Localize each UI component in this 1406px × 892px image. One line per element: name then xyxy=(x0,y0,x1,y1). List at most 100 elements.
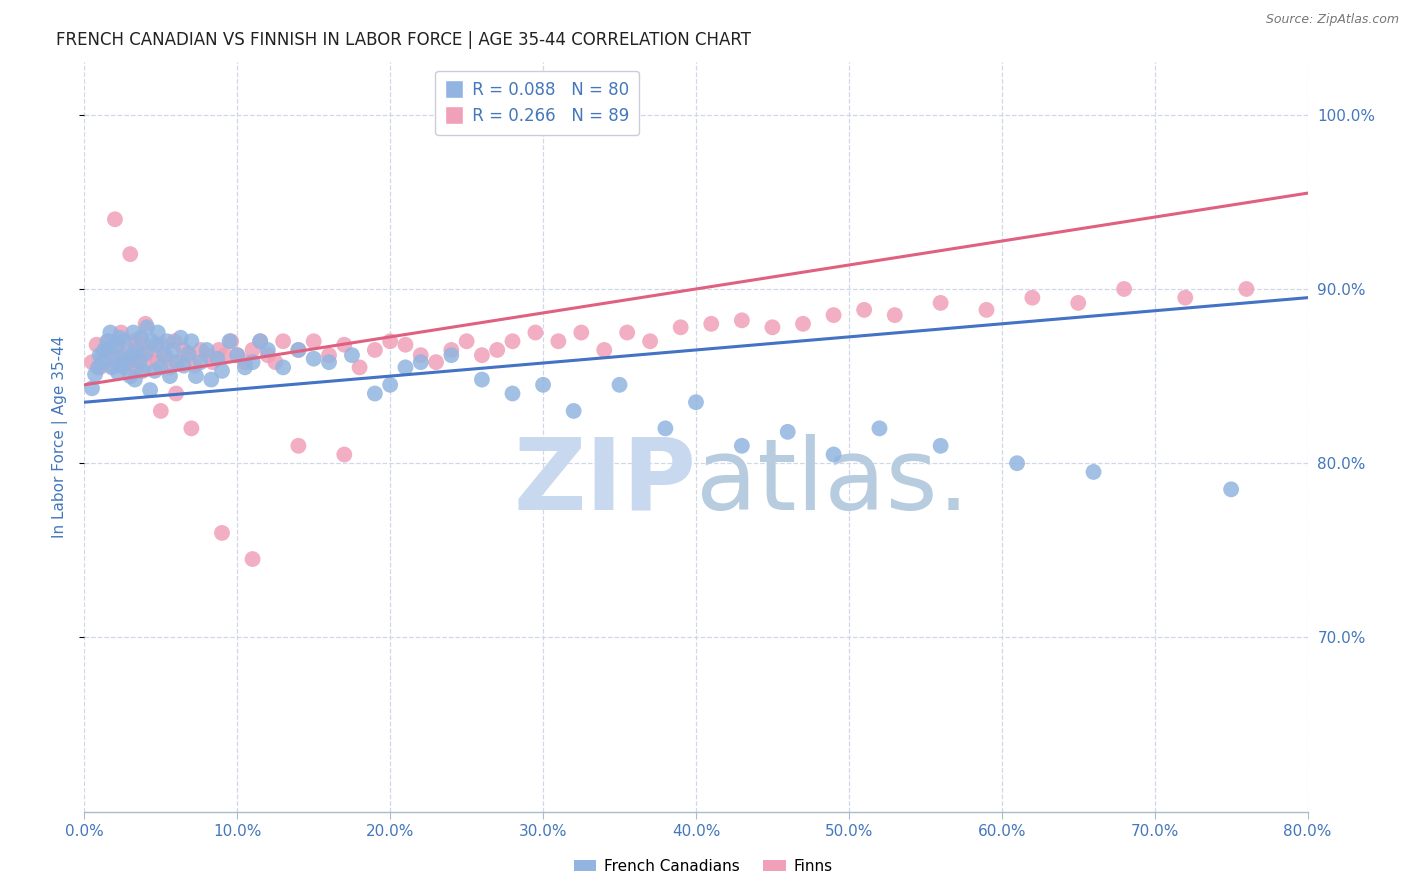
Point xyxy=(162,343,184,357)
Point xyxy=(214,348,236,362)
Point xyxy=(440,343,463,357)
Text: atlas.: atlas. xyxy=(696,434,969,531)
Point xyxy=(271,334,294,349)
Point xyxy=(87,360,110,375)
Point xyxy=(149,337,172,351)
Point xyxy=(302,334,325,349)
Legend: French Canadians, Finns: French Canadians, Finns xyxy=(568,853,838,880)
Point xyxy=(112,334,135,349)
Point xyxy=(318,355,340,369)
Point xyxy=(869,421,891,435)
Point xyxy=(135,359,157,373)
Point xyxy=(153,348,176,362)
Point xyxy=(242,343,264,357)
Point xyxy=(853,302,876,317)
Point xyxy=(115,348,138,362)
Point xyxy=(165,386,187,401)
Point xyxy=(146,355,169,369)
Point xyxy=(131,334,153,349)
Point xyxy=(107,337,129,351)
Point xyxy=(141,334,163,349)
Point xyxy=(121,348,143,362)
Point xyxy=(125,360,148,375)
Point xyxy=(97,334,120,349)
Point xyxy=(257,348,280,362)
Point xyxy=(1005,456,1028,470)
Point xyxy=(593,343,616,357)
Point xyxy=(249,334,271,349)
Point xyxy=(976,302,998,317)
Point xyxy=(302,351,325,366)
Point xyxy=(173,359,195,373)
Point xyxy=(170,331,193,345)
Point xyxy=(180,334,202,349)
Point xyxy=(107,366,129,380)
Point xyxy=(207,351,229,366)
Point xyxy=(101,360,124,375)
Point xyxy=(242,355,264,369)
Point xyxy=(233,355,256,369)
Point xyxy=(156,334,179,349)
Point xyxy=(333,337,356,351)
Point xyxy=(104,212,127,227)
Point xyxy=(135,317,157,331)
Point xyxy=(776,425,799,439)
Point xyxy=(86,337,108,351)
Point xyxy=(271,360,294,375)
Point xyxy=(380,334,402,349)
Point xyxy=(91,348,114,362)
Point xyxy=(211,525,233,540)
Point xyxy=(1236,282,1258,296)
Point xyxy=(131,364,153,378)
Point xyxy=(135,346,157,360)
Text: FRENCH CANADIAN VS FINNISH IN LABOR FORCE | AGE 35-44 CORRELATION CHART: FRENCH CANADIAN VS FINNISH IN LABOR FORC… xyxy=(56,31,751,49)
Point xyxy=(1067,296,1090,310)
Point xyxy=(142,348,165,362)
Point xyxy=(1083,465,1105,479)
Point xyxy=(616,326,638,340)
Point xyxy=(97,341,120,355)
Point xyxy=(502,334,524,349)
Point xyxy=(120,355,142,369)
Point xyxy=(165,355,187,369)
Point xyxy=(94,343,117,357)
Point xyxy=(96,334,118,349)
Point xyxy=(340,348,363,362)
Point xyxy=(218,334,240,349)
Point xyxy=(195,343,218,357)
Point xyxy=(149,360,172,375)
Point xyxy=(104,348,127,362)
Point xyxy=(823,448,845,462)
Point xyxy=(129,331,152,345)
Point xyxy=(127,337,149,351)
Point xyxy=(364,386,387,401)
Point xyxy=(136,320,159,334)
Point xyxy=(163,334,186,349)
Point xyxy=(125,343,148,357)
Point xyxy=(547,334,569,349)
Point xyxy=(257,343,280,357)
Point xyxy=(471,373,494,387)
Point xyxy=(122,326,145,340)
Point xyxy=(409,355,432,369)
Point xyxy=(128,355,150,369)
Point xyxy=(287,343,309,357)
Point xyxy=(471,348,494,362)
Point xyxy=(349,360,371,375)
Point xyxy=(609,377,631,392)
Point xyxy=(226,348,249,362)
Point xyxy=(1174,291,1197,305)
Legend:  R = 0.088   N = 80,  R = 0.266   N = 89: R = 0.088 N = 80, R = 0.266 N = 89 xyxy=(436,70,640,135)
Point xyxy=(201,355,224,369)
Point xyxy=(287,343,309,357)
Y-axis label: In Labor Force | Age 35-44: In Labor Force | Age 35-44 xyxy=(52,336,69,538)
Point xyxy=(249,334,271,349)
Point xyxy=(177,348,200,362)
Point xyxy=(731,439,754,453)
Point xyxy=(287,439,309,453)
Point xyxy=(685,395,707,409)
Point xyxy=(226,348,249,362)
Point xyxy=(318,348,340,362)
Point xyxy=(425,355,447,369)
Point xyxy=(84,368,107,382)
